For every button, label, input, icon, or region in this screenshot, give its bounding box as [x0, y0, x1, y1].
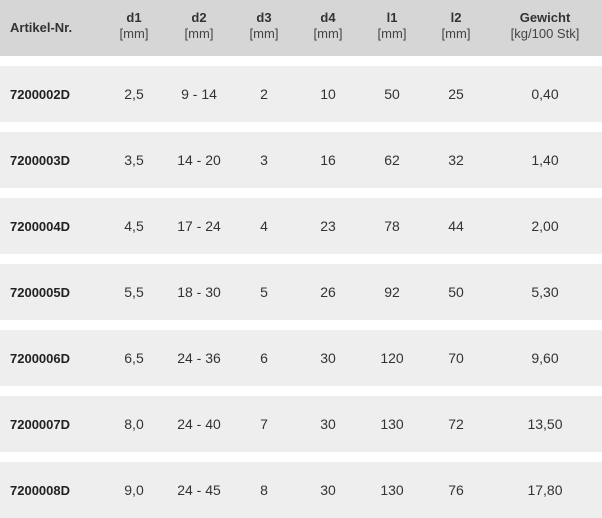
- cell-l2: 70: [448, 350, 464, 366]
- cell-d4: 30: [320, 482, 336, 498]
- cell-l2: 50: [448, 284, 464, 300]
- cell-d1: 6,5: [124, 350, 144, 366]
- cell-l1: 130: [380, 482, 404, 498]
- cell-gewicht: 2,00: [531, 218, 559, 234]
- row-separator: [0, 320, 602, 330]
- table-row: 7200004D 4,5 17 - 24 4 23 78 44 2,00: [0, 198, 602, 254]
- cell-l2: 76: [448, 482, 464, 498]
- table-row: 7200008D 9,0 24 - 45 8 30 130 76 17,80: [0, 462, 602, 518]
- cell-l1: 78: [384, 218, 400, 234]
- cell-l2: 25: [448, 86, 464, 102]
- cell-d4: 30: [320, 416, 336, 432]
- cell-d1: 8,0: [124, 416, 144, 432]
- header-d2-label: d2: [191, 10, 207, 25]
- cell-l1: 130: [380, 416, 404, 432]
- cell-l1: 120: [380, 350, 404, 366]
- cell-artikel: 7200008D: [10, 482, 70, 498]
- cell-artikel: 7200007D: [10, 416, 70, 432]
- cell-d1: 4,5: [124, 218, 144, 234]
- cell-d2: 24 - 36: [177, 350, 221, 366]
- header-d1-unit: [mm]: [119, 26, 149, 41]
- header-artikel: Artikel-Nr.: [0, 0, 102, 56]
- row-separator: [0, 188, 602, 198]
- cell-gewicht: 17,80: [527, 482, 563, 498]
- header-d4-unit: [mm]: [313, 26, 343, 41]
- header-d4: d4 [mm]: [296, 0, 360, 56]
- cell-l2: 32: [448, 152, 464, 168]
- table-row: 7200002D 2,5 9 - 14 2 10 50 25 0,40: [0, 66, 602, 122]
- header-gewicht-label: Gewicht: [519, 10, 571, 25]
- cell-d1: 9,0: [124, 482, 144, 498]
- header-d4-label: d4: [320, 10, 336, 25]
- cell-artikel: 7200006D: [10, 350, 70, 366]
- table-body: 7200002D 2,5 9 - 14 2 10 50 25 0,40 7200003D 3,5 1…: [0, 56, 602, 518]
- row-separator: [0, 56, 602, 66]
- cell-d3: 4: [260, 218, 268, 234]
- cell-artikel: 7200005D: [10, 284, 70, 300]
- table-row: 7200005D 5,5 18 - 30 5 26 92 50 5,30: [0, 264, 602, 320]
- header-d3-unit: [mm]: [249, 26, 279, 41]
- header-d3: d3 [mm]: [232, 0, 296, 56]
- cell-d3: 6: [260, 350, 268, 366]
- header-l1: l1 [mm]: [360, 0, 424, 56]
- header-artikel-label: Artikel-Nr.: [10, 20, 73, 35]
- header-l1-unit: [mm]: [377, 26, 407, 41]
- cell-artikel: 7200003D: [10, 152, 70, 168]
- cell-gewicht: 5,30: [531, 284, 559, 300]
- header-l2-label: l2: [450, 10, 462, 25]
- cell-d2: 24 - 45: [177, 482, 221, 498]
- cell-d4: 23: [320, 218, 336, 234]
- header-l2-unit: [mm]: [441, 26, 471, 41]
- header-l2: l2 [mm]: [424, 0, 488, 56]
- header-gewicht: Gewicht [kg/100 Stk]: [488, 0, 602, 56]
- cell-d4: 16: [320, 152, 336, 168]
- cell-d4: 10: [320, 86, 336, 102]
- table-row: 7200003D 3,5 14 - 20 3 16 62 32 1,40: [0, 132, 602, 188]
- cell-d1: 2,5: [124, 86, 144, 102]
- cell-l2: 44: [448, 218, 464, 234]
- cell-d3: 3: [260, 152, 268, 168]
- cell-d3: 2: [260, 86, 268, 102]
- row-separator: [0, 122, 602, 132]
- header-l1-label: l1: [386, 10, 398, 25]
- cell-gewicht: 1,40: [531, 152, 559, 168]
- cell-d4: 26: [320, 284, 336, 300]
- cell-d3: 5: [260, 284, 268, 300]
- header-d2-unit: [mm]: [184, 26, 214, 41]
- cell-d2: 14 - 20: [177, 152, 221, 168]
- cell-gewicht: 0,40: [531, 86, 559, 102]
- cell-d2: 17 - 24: [177, 218, 221, 234]
- table-row: 7200006D 6,5 24 - 36 6 30 120 70 9,60: [0, 330, 602, 386]
- table-row: 7200007D 8,0 24 - 40 7 30 130 72 13,50: [0, 396, 602, 452]
- cell-l1: 62: [384, 152, 400, 168]
- cell-l2: 72: [448, 416, 464, 432]
- cell-d1: 3,5: [124, 152, 144, 168]
- table-header: Artikel-Nr. d1 [mm] d2 [mm] d3 [mm] d4 […: [0, 0, 602, 56]
- row-separator: [0, 386, 602, 396]
- cell-gewicht: 13,50: [527, 416, 563, 432]
- cell-d2: 9 - 14: [181, 86, 217, 102]
- cell-artikel: 7200002D: [10, 86, 70, 102]
- cell-l1: 92: [384, 284, 400, 300]
- cell-d2: 24 - 40: [177, 416, 221, 432]
- cell-d3: 8: [260, 482, 268, 498]
- header-d3-label: d3: [256, 10, 272, 25]
- cell-l1: 50: [384, 86, 400, 102]
- header-d1: d1 [mm]: [102, 0, 166, 56]
- cell-d4: 30: [320, 350, 336, 366]
- header-gewicht-unit: [kg/100 Stk]: [510, 26, 580, 41]
- header-d1-label: d1: [126, 10, 142, 25]
- row-separator: [0, 452, 602, 462]
- cell-d1: 5,5: [124, 284, 144, 300]
- cell-artikel: 7200004D: [10, 218, 70, 234]
- header-d2: d2 [mm]: [166, 0, 232, 56]
- cell-gewicht: 9,60: [531, 350, 559, 366]
- row-separator: [0, 254, 602, 264]
- cell-d3: 7: [260, 416, 268, 432]
- cell-d2: 18 - 30: [177, 284, 221, 300]
